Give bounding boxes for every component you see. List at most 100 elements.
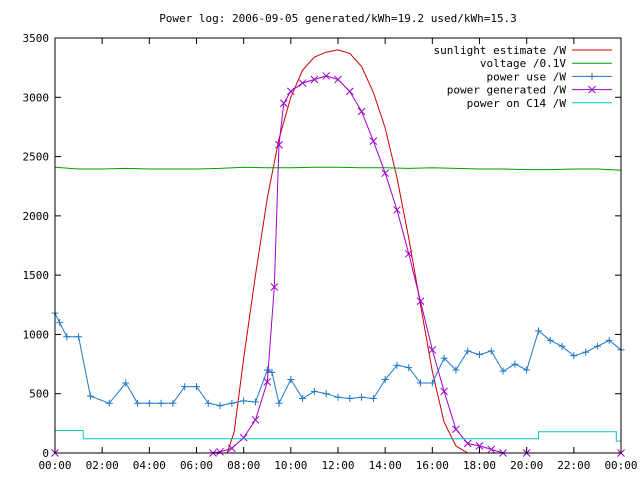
legend-marker xyxy=(588,85,596,94)
series-0 xyxy=(55,49,621,454)
x-tick-label: 22:00 xyxy=(557,459,590,472)
data-point xyxy=(487,347,495,355)
data-point xyxy=(405,364,413,372)
data-point xyxy=(605,336,613,344)
legend-label: sunlight estimate /W xyxy=(434,44,567,57)
data-point xyxy=(369,394,377,402)
data-point xyxy=(86,392,94,400)
data-point xyxy=(279,99,288,108)
data-point xyxy=(216,402,224,410)
data-point xyxy=(334,393,342,401)
data-point xyxy=(369,137,378,146)
data-point xyxy=(299,394,307,402)
data-point xyxy=(263,366,271,374)
data-point xyxy=(310,387,318,395)
legend-label: voltage /0.1V xyxy=(480,57,566,70)
data-point xyxy=(345,87,354,96)
x-tick-label: 04:00 xyxy=(133,459,166,472)
chart-title: Power log: 2006-09-05 generated/kWh=19.2… xyxy=(159,12,517,25)
data-point xyxy=(134,399,142,407)
data-point xyxy=(228,399,236,407)
data-point xyxy=(286,87,295,96)
data-point xyxy=(582,348,590,356)
x-tick-label: 12:00 xyxy=(321,459,354,472)
data-point xyxy=(270,283,279,291)
plot-area xyxy=(51,49,625,457)
x-tick-label: 14:00 xyxy=(369,459,402,472)
data-point xyxy=(475,442,484,450)
data-point xyxy=(404,249,413,258)
x-tick-label: 18:00 xyxy=(463,459,496,472)
series-2 xyxy=(51,309,625,410)
data-point xyxy=(487,445,496,454)
x-tick-label: 00:00 xyxy=(604,459,637,472)
data-point xyxy=(204,399,212,407)
x-tick-label: 20:00 xyxy=(510,459,543,472)
data-point xyxy=(216,447,224,456)
data-point xyxy=(534,327,542,335)
data-point xyxy=(228,444,236,453)
y-tick-label: 0 xyxy=(42,447,49,460)
data-point xyxy=(239,433,248,442)
data-point xyxy=(63,333,71,341)
data-point xyxy=(546,336,554,344)
series-line xyxy=(55,430,621,442)
legend-label: power use /W xyxy=(487,70,567,83)
legend-label: power generated /W xyxy=(447,84,567,97)
series-line xyxy=(54,312,622,407)
data-point xyxy=(393,361,401,369)
data-point xyxy=(298,79,307,87)
series-1 xyxy=(54,166,622,171)
data-point xyxy=(251,415,260,424)
legend-label: power on C14 /W xyxy=(467,97,567,110)
data-point xyxy=(357,107,366,116)
legend-item-4: power on C14 /W xyxy=(467,97,612,110)
data-point xyxy=(440,354,448,362)
legend-item-0: sunlight estimate /W xyxy=(434,44,612,57)
series-3 xyxy=(51,72,625,457)
data-point xyxy=(558,342,566,350)
x-tick-label: 02:00 xyxy=(86,459,119,472)
data-point xyxy=(452,425,460,434)
axes: 0 500 1000 1500 2000 2500 3000 3500 00:00 02:00 04… xyxy=(23,32,638,472)
data-point xyxy=(476,351,483,359)
series-4 xyxy=(55,430,621,442)
y-tick-label: 1000 xyxy=(23,328,50,341)
data-point xyxy=(464,347,472,355)
data-point xyxy=(157,399,165,407)
data-point xyxy=(322,390,330,398)
y-tick-label: 2000 xyxy=(23,210,50,223)
data-point xyxy=(169,399,177,407)
data-point xyxy=(428,345,437,354)
y-tick-label: 500 xyxy=(29,388,49,401)
data-point xyxy=(463,439,472,448)
x-tick-label: 16:00 xyxy=(416,459,449,472)
legend-item-1: voltage /0.1V xyxy=(480,57,612,70)
y-tick-label: 1500 xyxy=(23,269,50,282)
data-point xyxy=(511,360,519,368)
legend-marker xyxy=(588,72,596,80)
data-point xyxy=(122,379,130,387)
data-point xyxy=(275,140,283,149)
y-tick-label: 3500 xyxy=(23,32,50,45)
data-point xyxy=(240,397,248,405)
legend-item-2: power use /W xyxy=(487,70,612,83)
y-tick-label: 2500 xyxy=(23,151,50,164)
data-point xyxy=(440,387,448,396)
data-point xyxy=(593,342,601,350)
data-point xyxy=(287,375,295,383)
legend-item-3: power generated /W xyxy=(447,84,612,97)
series-line xyxy=(54,166,622,171)
data-point xyxy=(417,379,425,387)
data-point xyxy=(193,383,200,391)
data-point xyxy=(105,399,113,407)
x-tick-label: 06:00 xyxy=(180,459,213,472)
x-tick-label: 08:00 xyxy=(227,459,260,472)
data-point xyxy=(381,169,390,178)
data-point xyxy=(56,319,64,327)
data-point xyxy=(428,379,436,387)
data-point xyxy=(346,394,354,402)
data-point xyxy=(393,206,401,214)
